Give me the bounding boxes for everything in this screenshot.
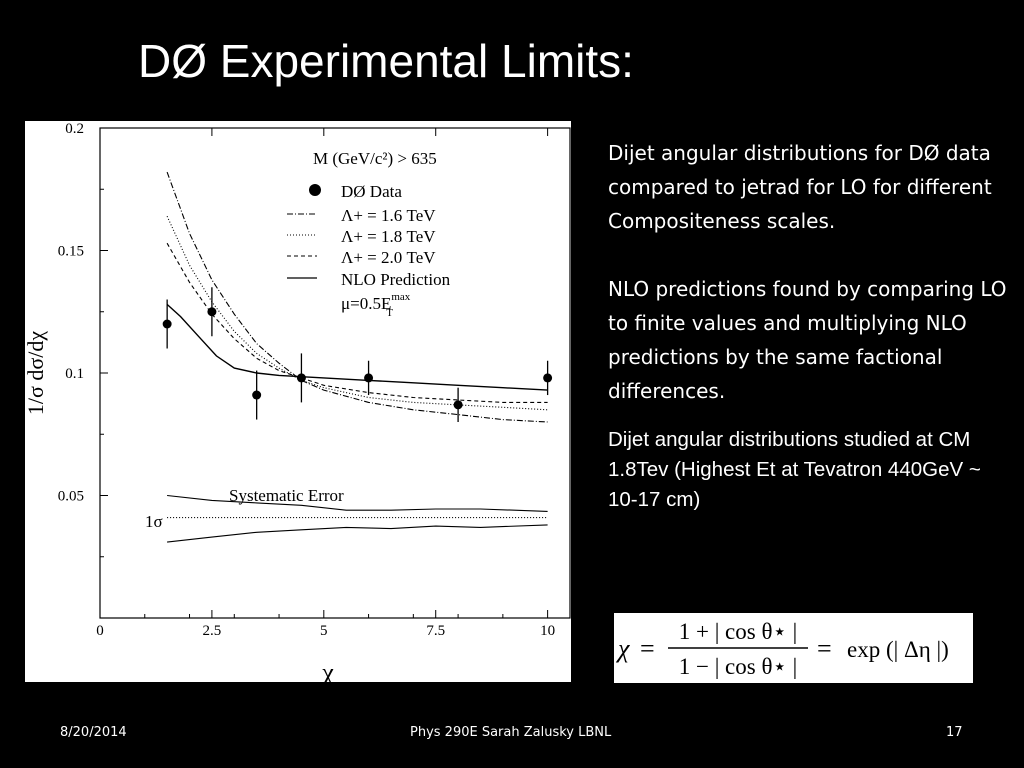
formula-numerator: 1 + | cos θ⋆ | (679, 619, 798, 644)
cut-annotation: M (GeV/c²) > 635 (313, 149, 437, 168)
data-point (252, 390, 262, 400)
scale-annotation-sup: max (391, 291, 410, 303)
x-tick-label: 5 (320, 623, 328, 639)
sigma-label: 1σ (145, 512, 163, 531)
legend: DØ Data Λ+ = 1.6 TeV Λ+ = 1.8 TeV Λ+ = 2… (287, 182, 451, 319)
series-line-7 (167, 524, 548, 543)
y-tick-label: 0.1 (65, 366, 84, 382)
data-point (162, 319, 172, 329)
legend-label-data: DØ Data (341, 182, 402, 201)
description-block: Dijet angular distributions for DØ data … (608, 136, 1018, 408)
slide-title: DØ Experimental Limits: (138, 35, 634, 87)
x-tick-label: 2.5 (203, 623, 222, 639)
chart-svg: 0 2.5 5 7.5 10 0.05 0.1 0.15 0.2 M (GeV/c²) > 63… (25, 121, 571, 682)
data-point (207, 307, 217, 317)
formula-equals-2: = (817, 634, 832, 663)
legend-label-1.6: Λ+ = 1.6 TeV (341, 206, 436, 225)
x-tick-label: 10 (540, 623, 555, 639)
x-axis-label: χ (321, 658, 334, 682)
scale-annotation: μ=0.5Emax T (341, 291, 411, 319)
chi-formula-svg: χ = 1 + | cos θ⋆ | 1 − | cos θ⋆ | = exp … (615, 619, 949, 679)
chi-formula: χ = 1 + | cos θ⋆ | 1 − | cos θ⋆ | = exp … (614, 613, 973, 683)
description-nlo: NLO predictions found by comparing LO to… (608, 277, 1007, 403)
plot-frame (99, 127, 571, 619)
series-line-4 (166, 303, 548, 391)
formula-rhs: exp (| Δη |) (847, 637, 949, 662)
legend-label-2.0: Λ+ = 2.0 TeV (341, 248, 436, 267)
systematic-label: Systematic Error (229, 486, 344, 505)
data-point (453, 400, 463, 410)
description-energy: Dijet angular distributions studied at C… (608, 428, 981, 511)
formula-equals-1: = (640, 634, 655, 663)
scale-annotation-sub: T (386, 307, 393, 319)
formula-denominator: 1 − | cos θ⋆ | (679, 654, 798, 679)
y-axis-label: 1/σ dσ/dχ (25, 331, 48, 415)
y-tick-label: 0.2 (65, 121, 84, 137)
data-point (296, 373, 306, 383)
data-point (543, 373, 553, 383)
scale-annotation-main: μ=0.5E (341, 294, 391, 313)
footer-page-number: 17 (946, 725, 963, 740)
legend-label-1.8: Λ+ = 1.8 TeV (341, 227, 436, 246)
series-line-5 (167, 494, 548, 512)
formula-lhs: χ (615, 634, 630, 663)
series-line-3 (166, 242, 548, 403)
footer-center: Phys 290E Sarah Zalusky LBNL (410, 725, 612, 740)
y-tick-label: 0.15 (58, 244, 84, 260)
data-point (364, 373, 374, 383)
chart-panel: 0 2.5 5 7.5 10 0.05 0.1 0.15 0.2 M (GeV/c²) > 63… (25, 121, 571, 682)
description-compositeness: Dijet angular distributions for DØ data … (608, 141, 992, 233)
legend-label-nlo: NLO Prediction (341, 270, 451, 289)
x-tick-label: 0 (96, 623, 104, 639)
y-tick-label: 0.05 (58, 489, 84, 505)
footer-date: 8/20/2014 (60, 725, 127, 740)
x-tick-label: 7.5 (426, 623, 445, 639)
legend-marker-data (309, 184, 321, 196)
